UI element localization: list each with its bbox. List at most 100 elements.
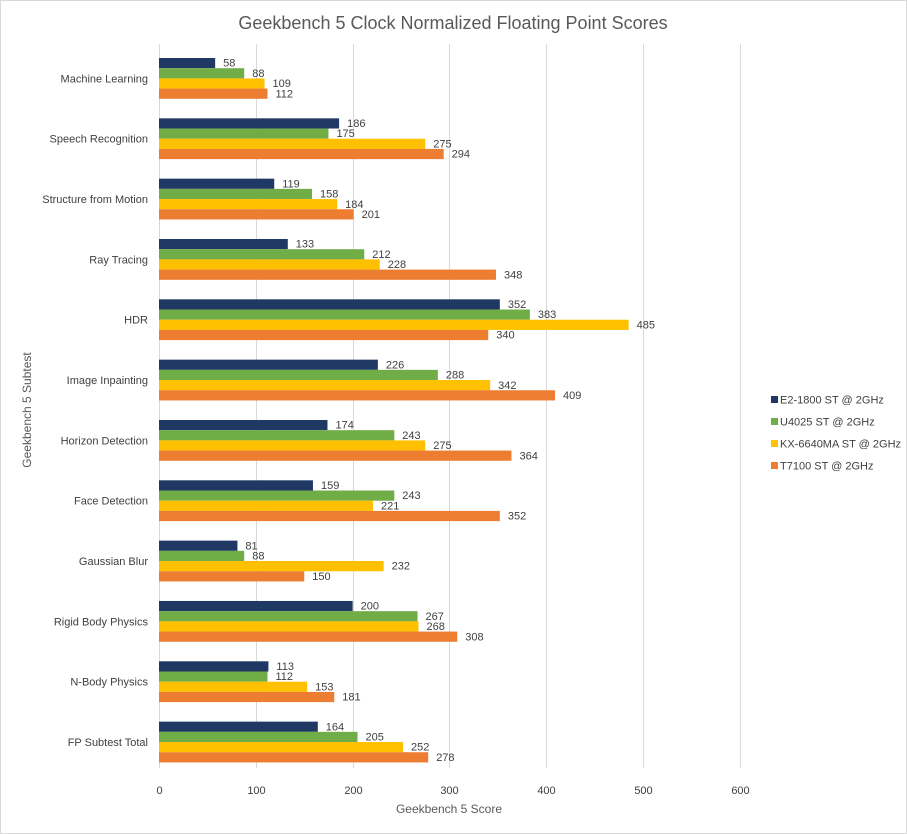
data-label: 205 — [366, 732, 384, 744]
bar — [159, 611, 418, 622]
bar — [159, 671, 268, 682]
data-label: 340 — [496, 330, 514, 342]
data-label: 485 — [637, 319, 655, 331]
data-label: 201 — [362, 209, 380, 221]
x-tick-labels: 0 100 200 300 400 500 600 — [156, 785, 749, 797]
x-tick-label: 600 — [731, 785, 749, 797]
bar — [159, 681, 308, 692]
bar — [159, 380, 491, 391]
data-label: 342 — [498, 380, 516, 392]
data-label: 153 — [315, 681, 333, 693]
bar — [159, 188, 312, 200]
data-label: 150 — [312, 571, 330, 583]
gridlines — [159, 44, 741, 768]
bar — [159, 742, 404, 753]
data-label: 275 — [433, 440, 451, 452]
bar — [159, 199, 338, 210]
legend-swatch — [771, 462, 778, 469]
data-label: 294 — [452, 149, 470, 161]
data-label: 174 — [335, 420, 353, 432]
category-label: N-Body Physics — [70, 677, 148, 689]
data-label: 232 — [392, 561, 410, 573]
data-label: 268 — [427, 621, 445, 633]
data-label: 308 — [465, 631, 483, 643]
bar — [159, 269, 496, 280]
data-label: 88 — [252, 68, 264, 80]
data-label: 252 — [411, 742, 429, 754]
y-axis-title: Geekbench 5 Subtest — [20, 352, 34, 468]
data-label: 159 — [321, 480, 339, 492]
data-label: 212 — [372, 249, 390, 261]
data-label: 243 — [402, 490, 420, 502]
x-tick-label: 100 — [247, 785, 265, 797]
data-label: 275 — [433, 138, 451, 150]
bar — [159, 319, 629, 330]
bar — [159, 259, 380, 270]
category-label: Rigid Body Physics — [54, 616, 149, 628]
x-tick-label: 200 — [344, 785, 362, 797]
bar — [159, 178, 275, 189]
bar — [159, 78, 265, 89]
category-label: Structure from Motion — [42, 194, 148, 206]
bar — [159, 419, 328, 431]
data-label: 81 — [245, 540, 257, 552]
data-label: 133 — [296, 239, 314, 251]
bar — [159, 299, 500, 310]
data-label: 164 — [326, 721, 344, 733]
data-label: 88 — [252, 551, 264, 563]
data-label: 288 — [446, 370, 464, 382]
x-tick-label: 500 — [634, 785, 652, 797]
legend-label: U4025 ST @ 2GHz — [780, 417, 875, 429]
bar — [159, 490, 395, 501]
data-label: 243 — [402, 430, 420, 442]
category-label: Speech Recognition — [50, 134, 148, 146]
bar — [159, 500, 373, 511]
data-label: 119 — [282, 178, 300, 190]
data-label: 158 — [320, 189, 338, 201]
bar — [159, 369, 438, 381]
bar — [159, 480, 313, 491]
data-labels: 5888109112186175275294119158184201133212… — [223, 58, 655, 764]
bar — [159, 631, 458, 642]
data-label: 352 — [508, 511, 526, 523]
data-label: 226 — [386, 359, 404, 371]
legend-label: KX-6640MA ST @ 2GHz — [780, 439, 901, 451]
data-label: 364 — [519, 450, 537, 462]
category-label: Face Detection — [74, 496, 148, 508]
bar — [159, 390, 556, 401]
data-label: 113 — [276, 661, 294, 673]
bar — [159, 58, 216, 69]
bar — [159, 571, 305, 582]
legend-swatch — [771, 440, 778, 447]
bar — [159, 430, 395, 441]
data-label: 112 — [275, 88, 293, 100]
bar — [159, 691, 335, 703]
category-label: FP Subtest Total — [68, 737, 148, 749]
category-labels: Machine Learning Speech Recognition Struct… — [42, 73, 148, 749]
category-label: Horizon Detection — [61, 435, 148, 447]
bar — [159, 118, 340, 129]
legend-swatch — [771, 418, 778, 425]
x-tick-label: 300 — [440, 785, 458, 797]
bar — [159, 621, 419, 632]
bar — [159, 209, 354, 220]
bar — [159, 510, 500, 522]
data-label: 228 — [388, 259, 406, 271]
data-label: 409 — [563, 390, 581, 402]
bar — [159, 249, 365, 260]
category-label: Machine Learning — [61, 73, 148, 85]
legend-label: T7100 ST @ 2GHz — [780, 461, 874, 473]
bar — [159, 128, 329, 139]
bar — [159, 600, 353, 612]
data-label: 175 — [336, 128, 354, 140]
bar — [159, 752, 429, 763]
bar — [159, 359, 378, 370]
x-tick-label: 400 — [537, 785, 555, 797]
bar — [159, 561, 384, 572]
category-label: Ray Tracing — [89, 254, 148, 266]
x-axis-title: Geekbench 5 Score — [396, 802, 502, 816]
bar — [159, 88, 268, 99]
bar — [159, 721, 318, 732]
category-label: Image Inpainting — [67, 375, 148, 387]
